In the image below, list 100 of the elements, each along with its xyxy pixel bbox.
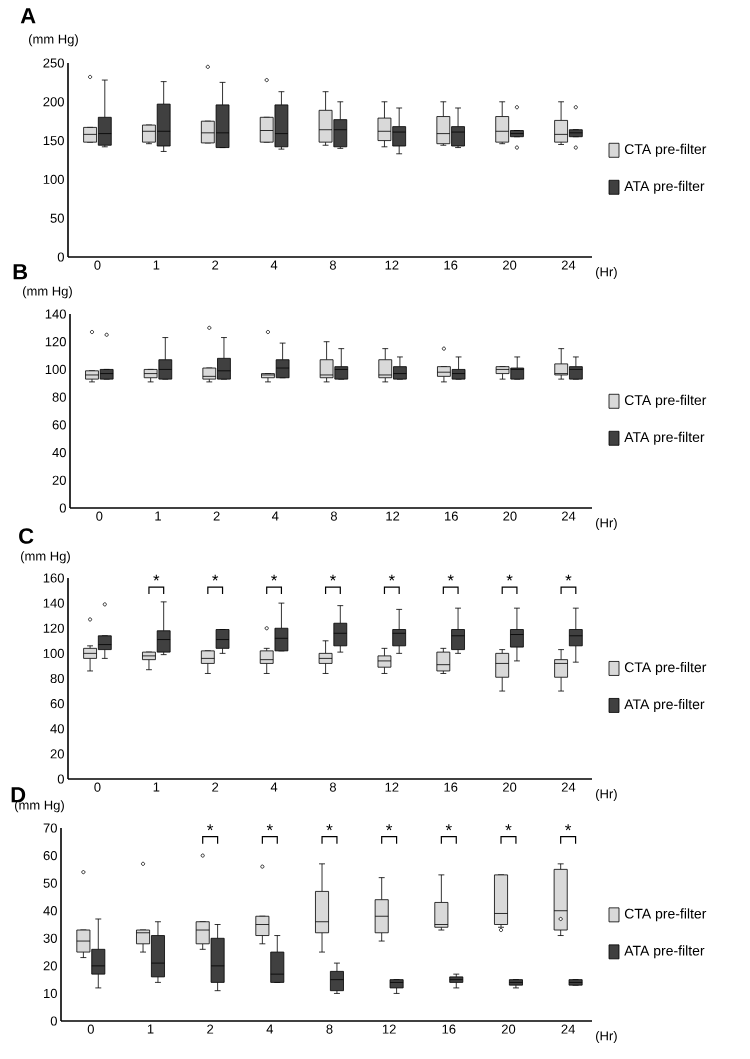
x-tick-label: 0 [87,1024,94,1034]
x-tick-label: 16 [444,782,458,792]
legend-label: ATA pre-filter [624,180,705,194]
x-tick-label: 8 [326,1024,333,1034]
annotation: * [447,574,454,581]
chart-title: B [13,264,28,280]
legend-label: CTA pre-filter [624,143,707,157]
x-axis-title: (Hr) [596,788,617,802]
x-tick-label: 16 [442,1024,456,1034]
x-tick-label: 12 [385,782,399,792]
x-tick-label: 2 [212,782,219,792]
annotation: * [207,824,214,831]
y-tick-label: 0 [57,252,64,262]
x-tick-label: 4 [271,511,279,521]
y-tick-label: 40 [43,906,57,916]
legend-label: CTA pre-filter [624,908,707,922]
x-tick-label: 1 [155,511,161,521]
annotation: * [506,574,513,581]
x-tick-label: 16 [444,511,458,521]
y-tick-label: 60 [52,420,66,430]
y-tick-label: 70 [43,823,57,833]
annotation: * [326,824,333,831]
x-tick-label: 20 [501,1024,516,1034]
y-tick-label: 100 [45,364,66,375]
x-tick-label: 8 [329,782,336,792]
y-tick-label: 200 [43,97,64,107]
y-tick-label: 100 [43,174,64,184]
x-tick-label: 0 [96,511,103,521]
y-tick-label: 50 [50,213,64,223]
x-tick-label: 20 [502,782,517,792]
y-tick-label: 150 [43,135,64,146]
y-tick-label: 160 [43,573,64,583]
x-tick-label: 1 [153,782,160,792]
y-tick-label: 10 [44,988,57,999]
annotation: * [505,824,512,831]
x-axis-title: (Hr) [596,266,617,280]
x-tick-label: 20 [503,511,517,521]
x-tick-label: 12 [386,511,400,521]
y-tick-label: 60 [43,850,57,861]
legend-label: ATA pre-filter [624,698,705,712]
annotation: * [565,824,572,831]
y-tick-label: 40 [50,724,64,734]
x-tick-label: 12 [382,1024,396,1034]
annotation: * [388,574,395,581]
x-tick-label: 8 [329,260,336,270]
y-tick-label: 120 [43,623,64,633]
y-axis-title: (mm Hg) [21,551,70,564]
annotation: * [271,574,278,581]
annotation: * [445,824,452,831]
x-tick-label: 24 [561,1024,575,1034]
x-tick-label: 16 [444,260,458,270]
y-tick-label: 120 [45,337,66,347]
x-tick-label: 4 [266,1024,274,1034]
x-tick-label: 24 [561,260,576,270]
chart-title: A [20,8,36,24]
y-tick-label: 80 [52,392,66,402]
y-tick-label: 80 [50,673,64,684]
x-axis-title: (Hr) [596,1030,617,1044]
x-tick-label: 20 [502,260,517,270]
x-tick-label: 1 [153,260,160,270]
y-tick-label: 60 [50,699,64,709]
y-axis-title: (mm Hg) [29,34,78,47]
x-axis-title: (Hr) [596,517,617,531]
y-tick-label: 30 [43,933,57,943]
y-tick-label: 140 [43,598,64,608]
legend-label: CTA pre-filter [624,394,707,408]
y-tick-label: 0 [50,1016,57,1026]
y-tick-label: 0 [59,503,66,513]
x-tick-label: 4 [270,260,278,270]
chart-title: C [19,528,34,544]
x-tick-label: 2 [213,511,220,521]
x-tick-label: 1 [147,1024,154,1034]
x-tick-label: 4 [270,782,278,792]
x-tick-label: 2 [212,260,219,270]
annotation: * [212,574,219,581]
y-tick-label: 100 [43,648,64,658]
legend-label: ATA pre-filter [624,431,705,445]
chart-title: D [11,787,26,803]
annotation: * [266,824,273,831]
annotation: * [386,824,393,831]
y-tick-label: 250 [43,58,64,68]
x-tick-label: 12 [385,260,399,270]
y-tick-label: 0 [57,774,64,784]
annotation: * [329,574,336,581]
y-tick-label: 40 [52,447,66,458]
x-tick-label: 24 [561,511,576,521]
y-axis-title: (mm Hg) [23,286,72,299]
annotation: * [565,574,572,581]
x-tick-label: 24 [561,782,576,792]
annotation: * [153,574,160,581]
x-tick-label: 8 [330,511,337,521]
y-tick-label: 20 [52,475,66,485]
x-tick-label: 2 [207,1024,214,1034]
x-tick-label: 0 [94,260,101,270]
y-tick-label: 20 [43,961,57,971]
legend-label: ATA pre-filter [624,945,705,959]
y-tick-label: 140 [45,309,66,319]
y-tick-label: 20 [50,749,64,759]
y-tick-label: 50 [43,878,57,888]
legend-label: CTA pre-filter [624,661,707,675]
